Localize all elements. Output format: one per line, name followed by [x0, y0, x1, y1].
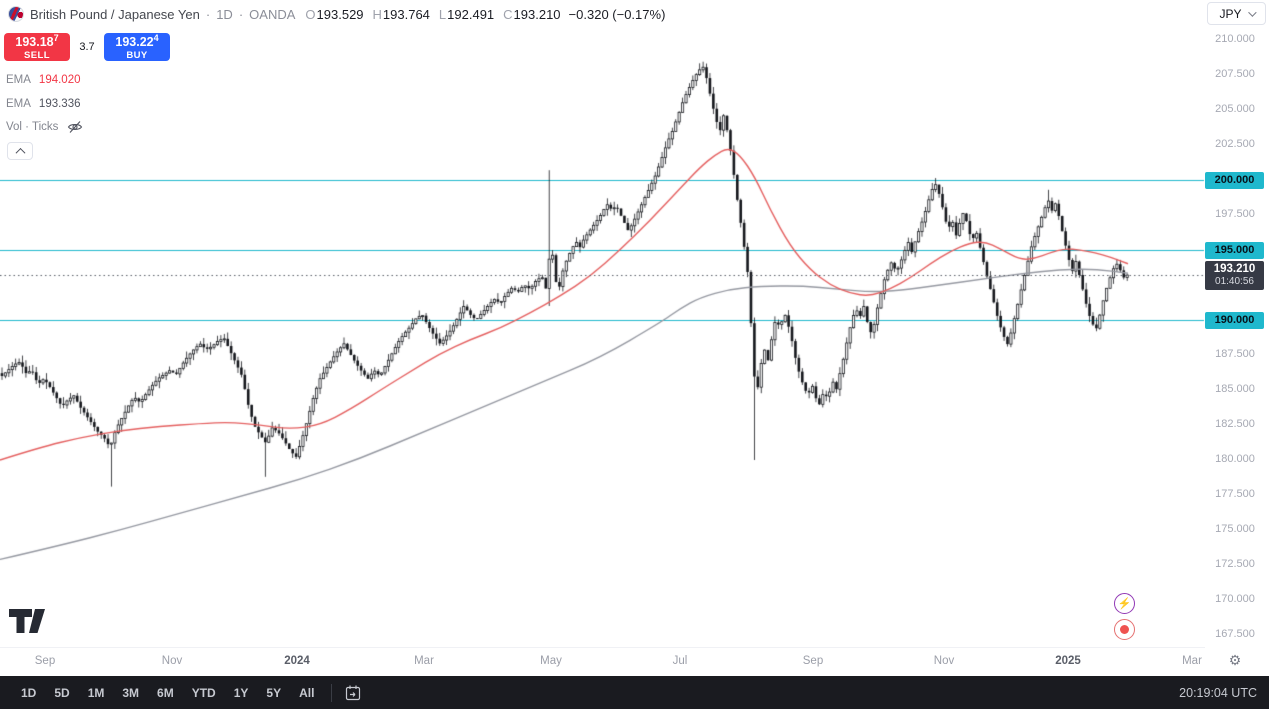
range-button-1y[interactable]: 1Y	[225, 682, 258, 704]
currency-label: JPY	[1219, 6, 1242, 21]
time-label-sep: Sep	[34, 655, 56, 667]
time-label-mar: Mar	[1182, 655, 1202, 667]
price-tick: 210.000	[1215, 33, 1255, 45]
price-tick: 182.500	[1215, 418, 1255, 430]
time-label-mar: Mar	[414, 655, 434, 667]
exchange-label[interactable]: OANDA	[249, 6, 296, 22]
time-label-nov: Nov	[933, 655, 955, 667]
time-label-2025: 2025	[1055, 655, 1081, 667]
interval-label[interactable]: 1D	[216, 6, 233, 22]
level-price-tag: 200.000	[1205, 171, 1264, 189]
time-label-sep: Sep	[802, 655, 824, 667]
level-price-tag: 190.000	[1205, 311, 1264, 329]
range-button-3m[interactable]: 3M	[113, 682, 148, 704]
price-axis[interactable]: JPY 210.000 207.500 205.000 202.500 200.000 1…	[1205, 0, 1269, 647]
range-button-1m[interactable]: 1M	[79, 682, 114, 704]
symbol-title[interactable]: British Pound / Japanese Yen	[30, 6, 200, 22]
price-tick: 187.500	[1215, 348, 1255, 360]
tradingview-logo[interactable]	[8, 608, 48, 639]
clock-utc[interactable]: 20:19:04 UTC	[1179, 685, 1257, 700]
time-label-2024: 2024	[284, 655, 310, 667]
level-price-tag: 195.000	[1205, 241, 1264, 259]
price-tick: 185.000	[1215, 383, 1255, 395]
price-tick: 205.000	[1215, 103, 1255, 115]
ohlc-C: C 193.210	[503, 6, 561, 22]
price-tick: 170.000	[1215, 593, 1255, 605]
toolbar-divider	[331, 683, 333, 702]
current-price-tag: 193.210 01:40:56	[1205, 260, 1264, 290]
time-label-nov: Nov	[161, 655, 183, 667]
ohlc-values: O 193.529 H 193.764 L 192.491 C 193.210	[305, 7, 560, 22]
chevron-down-icon	[1247, 7, 1257, 17]
range-button-5d[interactable]: 5D	[45, 682, 78, 704]
change-value: −0.320 (−0.17%)	[568, 6, 666, 22]
range-button-all[interactable]: All	[290, 682, 323, 704]
axis-settings-gear-icon[interactable]: ⚙	[1225, 650, 1245, 670]
price-tick: 197.500	[1215, 208, 1255, 220]
price-chart-canvas[interactable]	[0, 28, 1205, 647]
time-axis[interactable]: Sep Nov 2024 Mar May Jul Sep Nov 2025 Mar	[0, 647, 1205, 676]
quick-trade-lightning-icon[interactable]: ⚡	[1114, 593, 1135, 614]
record-icon[interactable]	[1114, 619, 1135, 640]
symbol-header: British Pound / Japanese Yen · 1D · OAND…	[0, 0, 1205, 28]
price-tick: 177.500	[1215, 488, 1255, 500]
ohlc-H: H 193.764	[372, 6, 430, 22]
price-tick: 202.500	[1215, 138, 1255, 150]
time-label-jul: Jul	[672, 655, 688, 667]
separator-dot: ·	[205, 6, 211, 22]
price-tick: 207.500	[1215, 68, 1255, 80]
time-label-may: May	[540, 655, 562, 667]
price-tick: 175.000	[1215, 523, 1255, 535]
symbol-pair-logo-icon	[8, 6, 24, 22]
bottom-toolbar: 1D 5D 1M 3M 6M YTD 1Y 5Y All 20:19:04 UTC	[0, 676, 1269, 709]
go-to-date-calendar-icon[interactable]	[340, 682, 366, 704]
record-dot	[1120, 625, 1129, 634]
currency-selector[interactable]: JPY	[1207, 2, 1266, 25]
price-tick: 172.500	[1215, 558, 1255, 570]
range-button-5y[interactable]: 5Y	[257, 682, 290, 704]
range-button-6m[interactable]: 6M	[148, 682, 183, 704]
separator-dot: ·	[238, 6, 244, 22]
range-button-ytd[interactable]: YTD	[183, 682, 225, 704]
ohlc-L: L 192.491	[438, 6, 495, 22]
price-tick: 180.000	[1215, 453, 1255, 465]
ohlc-O: O 193.529	[305, 6, 364, 22]
price-tick: 167.500	[1215, 628, 1255, 640]
range-buttons: 1D 5D 1M 3M 6M YTD 1Y 5Y All	[12, 682, 323, 704]
range-button-1d[interactable]: 1D	[12, 682, 45, 704]
